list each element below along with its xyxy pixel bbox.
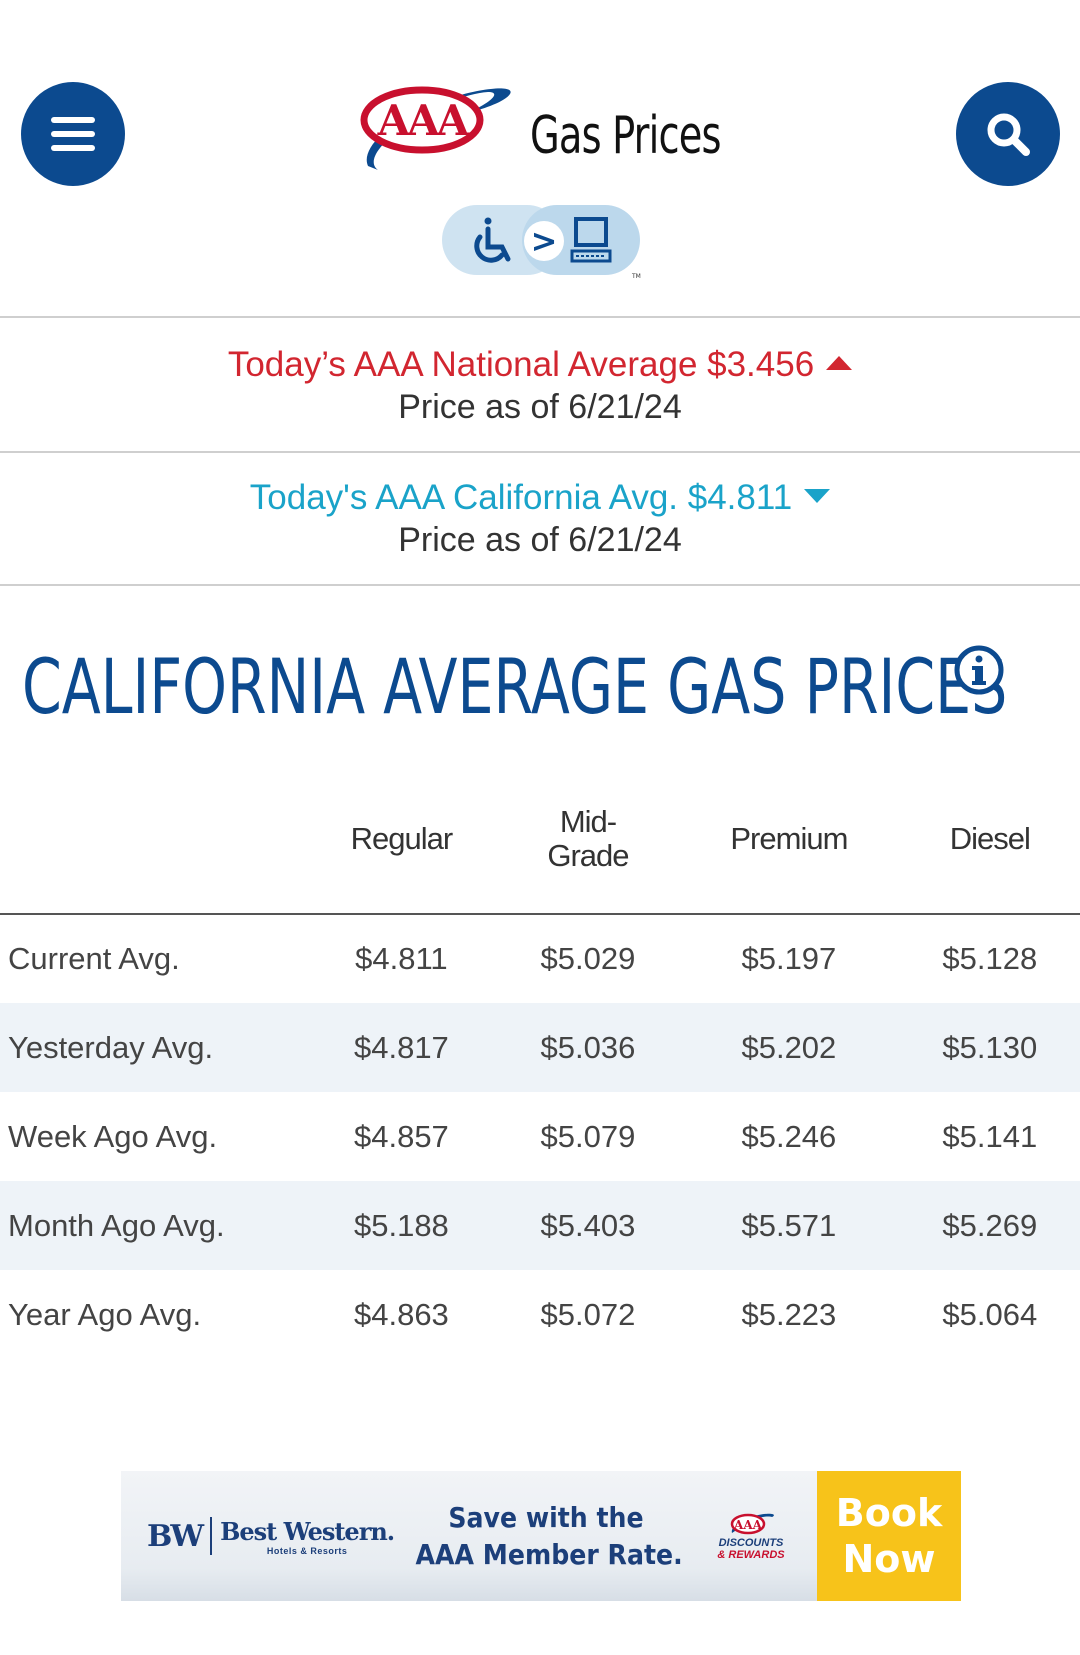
national-price-date: Price as of 6/21/24 [398, 388, 682, 426]
state-average[interactable]: Today's AAA California Avg. $4.811 [0, 477, 1080, 519]
ad-message-line1: Save with the [448, 1501, 644, 1534]
row-label: Month Ago Avg. [0, 1181, 305, 1270]
row-label: Yesterday Avg. [0, 1003, 305, 1092]
page-title: Gas Prices [530, 106, 722, 166]
svg-text:>: > [531, 222, 558, 260]
price-diesel: $5.128 [942, 941, 1038, 976]
aaa-logo: AAA [360, 86, 511, 170]
price-mid-grade: $5.079 [540, 1118, 636, 1154]
best-western-logo: BW Best Western. Hotels & Resorts [121, 1517, 401, 1556]
aaa-small-logo: AAA [730, 1513, 774, 1535]
row-label: Week Ago Avg. [8, 1118, 218, 1154]
national-average[interactable]: Today’s AAA National Average $3.456 [0, 344, 1080, 386]
national-average-band: Today’s AAA National Average $3.456 Pric… [0, 318, 1080, 453]
price-diesel: $5.064 [942, 1296, 1038, 1332]
price-premium: $5.223 [741, 1296, 837, 1332]
bw-divider [210, 1517, 213, 1555]
price-premium: $5.571 [678, 1181, 900, 1270]
state-average-band: Today's AAA California Avg. $4.811 Price… [0, 453, 1080, 586]
price-mid-grade: $5.036 [497, 1003, 679, 1092]
price-regular: $4.817 [305, 1003, 498, 1092]
section-header: CALIFORNIA AVERAGE GAS PRICES [0, 586, 1080, 764]
row-label: Year Ago Avg. [8, 1296, 202, 1332]
wheelchair-icon [474, 217, 511, 263]
svg-text:AAA: AAA [377, 96, 471, 145]
row-label: Current Avg. [8, 941, 180, 976]
rewards-line1: DISCOUNTS [718, 1537, 784, 1549]
price-diesel: $5.130 [899, 1003, 1080, 1092]
table-row: Year Ago Avg. $4.863 $5.072 $5.223 $5.06… [0, 1270, 1080, 1359]
search-button[interactable] [956, 82, 1060, 186]
info-icon[interactable] [953, 644, 1005, 696]
price-diesel: $5.269 [899, 1181, 1080, 1270]
national-average-text: Today’s AAA National Average $3.456 [227, 345, 815, 384]
menu-button[interactable] [21, 82, 125, 186]
site-header: AAA Gas Prices > TM [0, 0, 1080, 318]
brand[interactable]: AAA Gas Prices [350, 78, 730, 188]
price-mid-grade: $5.029 [540, 941, 636, 976]
search-icon [987, 113, 1030, 156]
cta-line1: Book [835, 1491, 943, 1535]
table-row: Current Avg. $4.811 $5.029 $5.197 $5.128 [0, 914, 1080, 1003]
price-premium: $5.246 [741, 1118, 837, 1154]
svg-text:AAA: AAA [733, 1518, 763, 1532]
trend-down-icon [804, 488, 831, 503]
book-now-button[interactable]: Book Now [817, 1471, 961, 1601]
table-row: Month Ago Avg. $5.188 $5.403 $5.571 $5.2… [0, 1181, 1080, 1270]
price-premium: $5.202 [678, 1003, 900, 1092]
table-header-blank [0, 764, 305, 915]
price-regular: $5.188 [305, 1181, 498, 1270]
svg-text:TM: TM [631, 273, 641, 279]
price-regular: $4.857 [353, 1118, 449, 1154]
section-title: CALIFORNIA AVERAGE GAS PRICES [22, 642, 1008, 731]
header-regular: Regular [305, 764, 498, 915]
table-row: Week Ago Avg. $4.857 $5.079 $5.246 $5.14… [0, 1092, 1080, 1181]
bw-mark: BW [147, 1518, 204, 1554]
price-diesel: $5.141 [942, 1118, 1038, 1154]
computer-icon [570, 217, 612, 263]
best-western-ad[interactable]: BW Best Western. Hotels & Resorts Save w… [121, 1471, 961, 1601]
price-premium: $5.197 [741, 941, 837, 976]
price-regular: $4.811 [355, 941, 448, 976]
table-row: Yesterday Avg. $4.817 $5.036 $5.202 $5.1… [0, 1003, 1080, 1092]
header-mid-grade: Mid- Grade [497, 764, 679, 915]
gas-price-table: Regular Mid- Grade Premium Diesel Current… [0, 764, 1080, 1359]
table-header-row: Regular Mid- Grade Premium Diesel [0, 764, 1080, 915]
price-regular: $4.863 [353, 1296, 449, 1332]
header-diesel: Diesel [899, 764, 1080, 915]
header-premium: Premium [678, 764, 900, 915]
price-mid-grade: $5.072 [540, 1296, 636, 1332]
discounts-rewards-logo: AAA DISCOUNTS & REWARDS [691, 1511, 811, 1561]
hamburger-menu-icon [51, 117, 95, 151]
ad-message: Save with the AAA Member Rate. [415, 1499, 683, 1573]
cta-line2: Now [842, 1537, 936, 1581]
bw-name: Best Western. [220, 1516, 395, 1546]
bw-subtitle: Hotels & Resorts [266, 1545, 348, 1556]
price-mid-grade: $5.403 [497, 1181, 679, 1270]
ad-message-line2: AAA Member Rate. [415, 1538, 683, 1571]
state-average-text: Today's AAA California Avg. $4.811 [249, 478, 793, 517]
accessibility-button[interactable]: > TM [442, 203, 642, 279]
rewards-line2: & REWARDS [717, 1549, 785, 1561]
trend-up-icon [826, 355, 853, 370]
state-price-date: Price as of 6/21/24 [398, 521, 682, 559]
